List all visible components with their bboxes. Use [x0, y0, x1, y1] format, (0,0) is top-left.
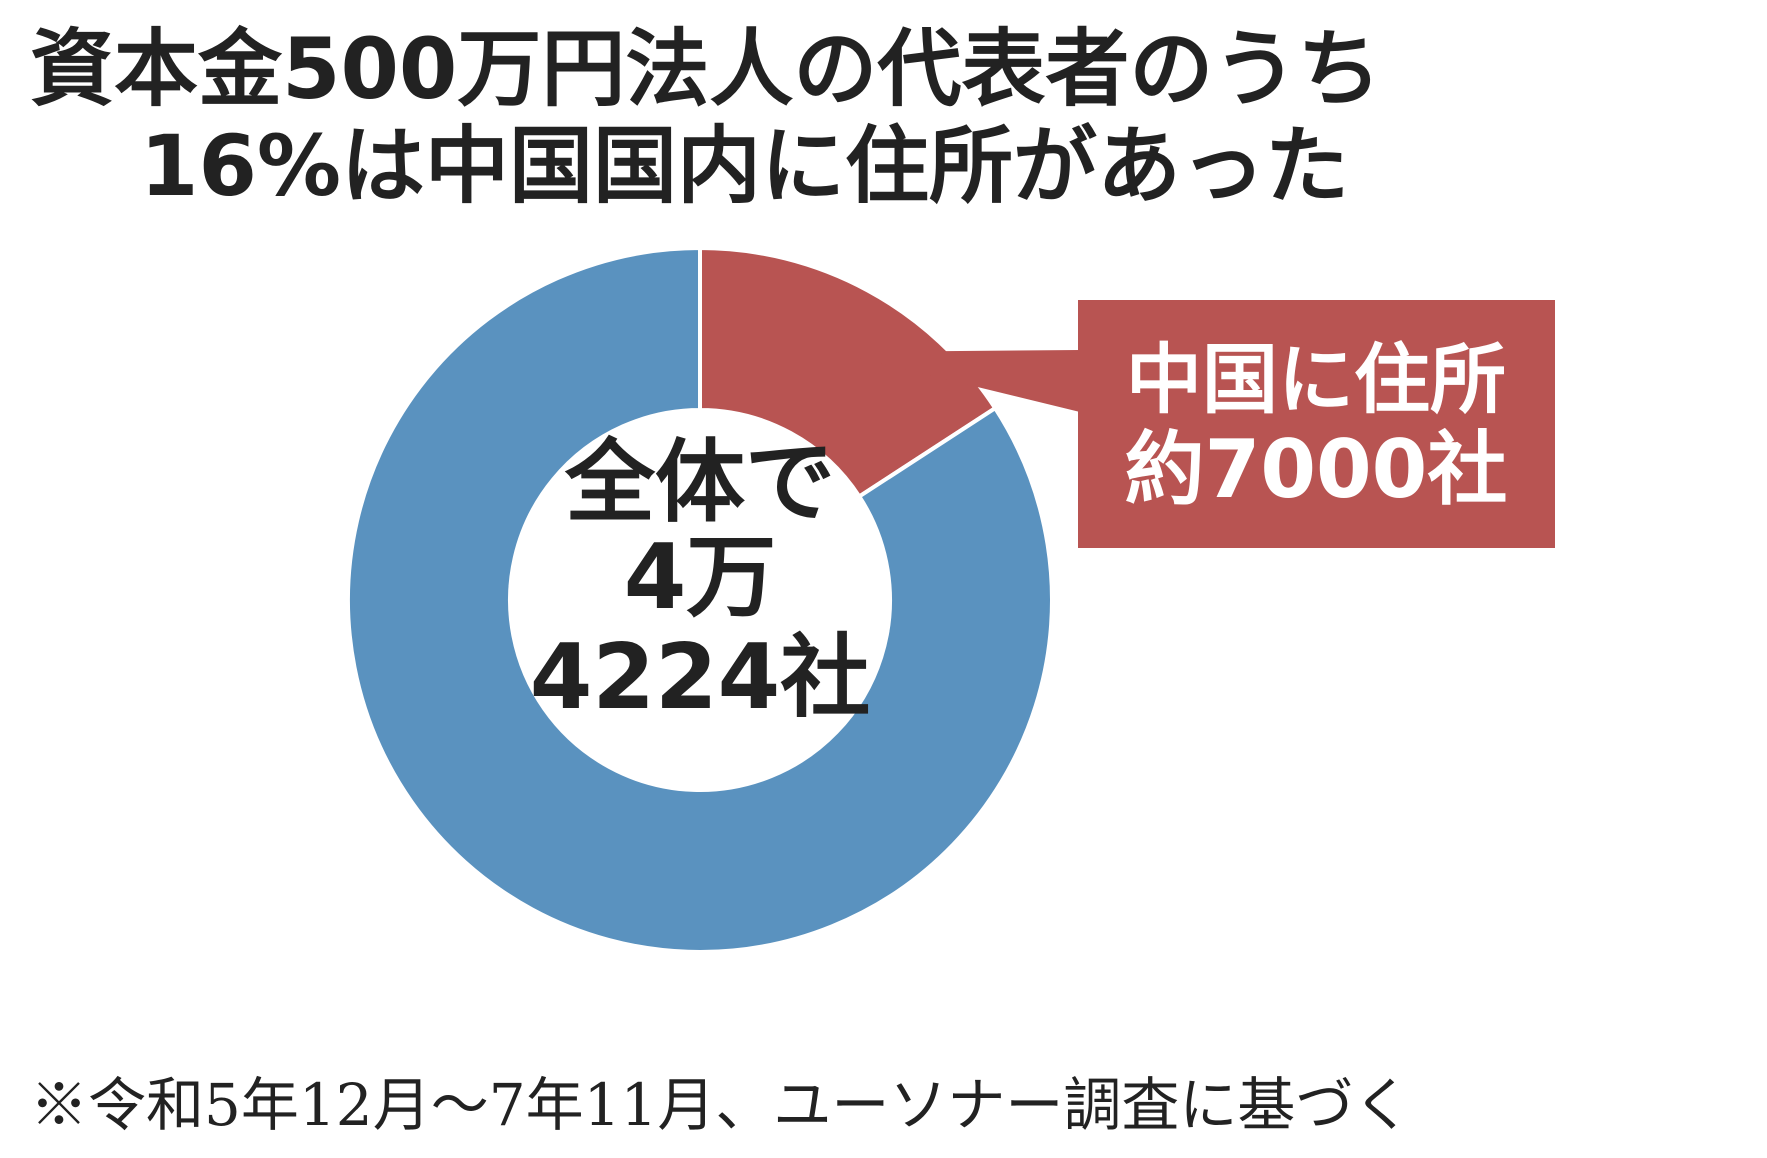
footnote: ※令和5年12月～7年11月、ユーソナー調査に基づく	[30, 1071, 1411, 1139]
center-label: 4万	[624, 525, 777, 630]
center-label: 4224社	[530, 625, 871, 730]
title-line: 16%は中国国内に住所があった	[140, 117, 1349, 215]
callout-category: 中国に住所	[1126, 335, 1506, 424]
donut-slice	[346, 245, 1054, 954]
center-label: 全体で	[564, 430, 835, 535]
value-label: 約7000社	[1125, 423, 1508, 516]
donut-slice	[698, 245, 998, 500]
callout-box	[1078, 300, 1555, 548]
callout-pointer	[834, 350, 1080, 412]
title-line: 資本金500万円法人の代表者のうち	[30, 20, 1381, 118]
